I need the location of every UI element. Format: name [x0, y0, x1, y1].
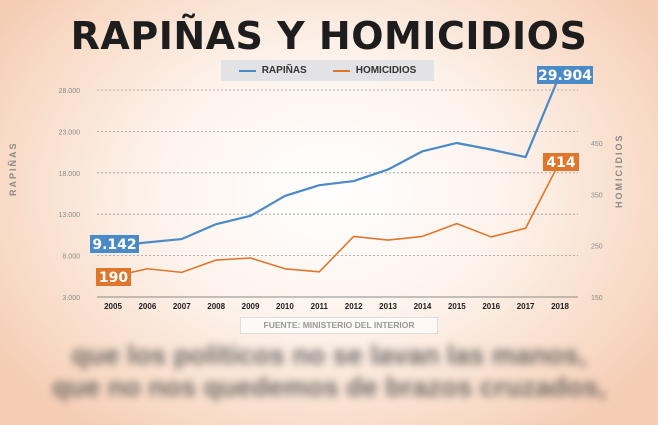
- legend-swatch-homicidios: [332, 69, 350, 72]
- right-axis-tick: 350: [591, 192, 603, 199]
- chart-title: RAPIÑAS Y HOMICIDIOS: [70, 14, 588, 58]
- right-axis-tick: 450: [591, 141, 603, 148]
- homicidios-start-label: 190: [99, 270, 128, 286]
- x-axis-tick: 2006: [138, 302, 156, 311]
- legend-label-homicidios: HOMICIDIOS: [355, 65, 417, 76]
- x-axis-tick: 2016: [482, 302, 500, 311]
- x-axis-tick: 2008: [207, 302, 225, 311]
- blurred-caption-line-2: que no nos quedemos de brazos cruzados,: [52, 372, 606, 402]
- x-axis-tick: 2010: [276, 302, 294, 311]
- x-axis-tick: 2018: [551, 302, 569, 311]
- source-note: FUENTE: MINISTERIO DEL INTERIOR: [240, 317, 438, 334]
- rapinas-start-label-box: [90, 235, 139, 253]
- left-axis-tick: 13.000: [59, 212, 81, 219]
- homicidios-line: [112, 161, 561, 278]
- legend-item-rapinas: RAPIÑAS: [238, 65, 307, 76]
- right-axis-tick: 150: [591, 295, 603, 302]
- homicidios-start-label-box: [96, 268, 131, 286]
- x-axis-tick: 2009: [242, 302, 260, 311]
- left-axis-tick: 3.000: [62, 295, 80, 302]
- rapinas-end-label: 29.904: [538, 68, 592, 84]
- homicidios-end-label: 414: [546, 155, 575, 171]
- homicidios-end-label-box: [543, 153, 579, 171]
- legend-swatch-rapinas: [238, 69, 256, 72]
- rapinas-start-label: 9.142: [92, 237, 136, 253]
- x-axis-tick: 2017: [517, 302, 535, 311]
- rapinas-line: [112, 73, 562, 248]
- right-axis-tick: 250: [591, 244, 603, 251]
- x-axis-tick: 2014: [414, 302, 432, 311]
- left-axis-tick: 28.000: [59, 88, 81, 95]
- left-axis-tick: 8.000: [62, 254, 80, 261]
- x-axis-tick: 2012: [345, 302, 363, 311]
- legend-item-homicidios: HOMICIDIOS: [332, 65, 417, 76]
- left-axis-tick: 18.000: [59, 171, 81, 178]
- legend-label-rapinas: RAPIÑAS: [261, 65, 307, 76]
- x-axis-tick: 2007: [173, 302, 191, 311]
- left-axis-tick: 23.000: [59, 129, 81, 136]
- rapinas-end-label-box: [537, 66, 593, 84]
- x-axis-tick: 2005: [104, 302, 122, 311]
- x-axis-tick: 2011: [311, 302, 329, 311]
- blurred-caption-line-1: que los políticos no se lavan las manos,: [71, 340, 587, 370]
- legend: RAPIÑAS HOMICIDIOS: [221, 60, 434, 81]
- x-axis-tick: 2015: [448, 302, 466, 311]
- x-axis-tick: 2013: [379, 302, 397, 311]
